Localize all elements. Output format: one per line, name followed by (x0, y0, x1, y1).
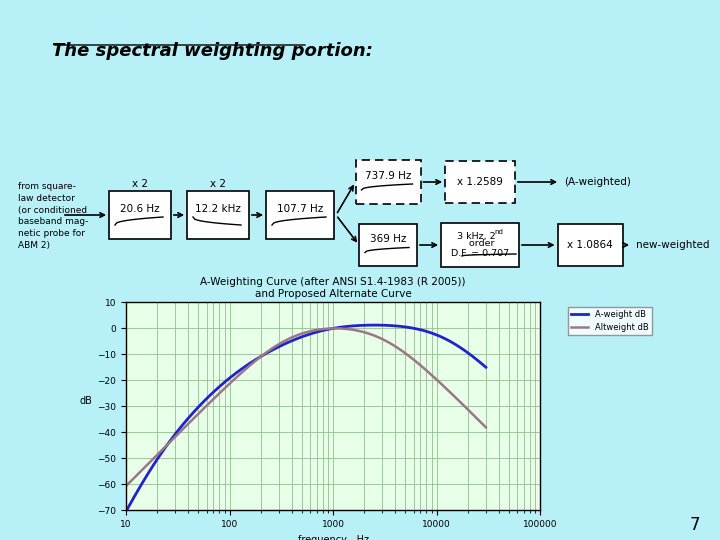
Altweight dB (330, 325, 339, 332)
Altweight dB (418, 363, 426, 369)
Line: A-weight dB: A-weight dB (126, 325, 486, 511)
Y-axis label: dB: dB (80, 396, 93, 406)
Text: x 2: x 2 (210, 179, 226, 189)
Altweight dB (474, 416, 482, 423)
Title: A-Weighting Curve (after ANSI S1.4-1983 (R 2005))
and Proposed Alternate Curve: A-Weighting Curve (after ANSI S1.4-1983 … (200, 277, 466, 299)
Text: 3 kHz, 2: 3 kHz, 2 (456, 233, 495, 241)
Altweight dB (122, 483, 130, 489)
A-weight dB (294, 335, 303, 341)
A-weight dB (292, 335, 301, 342)
FancyBboxPatch shape (266, 191, 334, 239)
FancyBboxPatch shape (445, 161, 515, 203)
FancyBboxPatch shape (441, 223, 519, 267)
Text: (A-weighted): (A-weighted) (564, 177, 631, 187)
Text: The spectral weighting portion:: The spectral weighting portion: (52, 42, 373, 60)
Text: 369 Hz: 369 Hz (370, 234, 406, 244)
Text: new-weighted: new-weighted (636, 240, 709, 250)
Text: 7: 7 (690, 516, 701, 534)
A-weight dB (418, 327, 426, 333)
Altweight dB (292, 332, 301, 339)
Text: 12.2 kHz: 12.2 kHz (195, 204, 241, 214)
X-axis label: frequency - Hz: frequency - Hz (297, 535, 369, 540)
A-weight dB (482, 364, 490, 370)
Altweight dB (294, 331, 303, 338)
A-weight dB (122, 508, 130, 515)
FancyBboxPatch shape (109, 191, 171, 239)
A-weight dB (336, 324, 344, 330)
Text: D.F. = 0.707: D.F. = 0.707 (451, 248, 509, 258)
Text: 107.7 Hz: 107.7 Hz (277, 204, 323, 214)
FancyBboxPatch shape (359, 224, 417, 266)
Text: x 2: x 2 (132, 179, 148, 189)
Text: 737.9 Hz: 737.9 Hz (365, 171, 411, 181)
Altweight dB (482, 424, 490, 430)
Line: Altweight dB: Altweight dB (126, 328, 486, 486)
A-weight dB (474, 357, 482, 364)
Altweight dB (336, 325, 345, 332)
FancyBboxPatch shape (557, 224, 623, 266)
A-weight dB (370, 322, 379, 328)
FancyBboxPatch shape (356, 160, 420, 204)
Text: nd: nd (494, 229, 503, 235)
Altweight dB (316, 326, 325, 333)
FancyBboxPatch shape (187, 191, 249, 239)
A-weight dB (316, 328, 325, 334)
Legend: A-weight dB, Altweight dB: A-weight dB, Altweight dB (568, 307, 652, 335)
Text: x 1.2589: x 1.2589 (457, 177, 503, 187)
Text: from square-
law detector
(or conditioned
baseband mag-
netic probe for
ABM 2): from square- law detector (or conditione… (18, 182, 89, 250)
Text: 20.6 Hz: 20.6 Hz (120, 204, 160, 214)
Text: x 1.0864: x 1.0864 (567, 240, 613, 250)
Text: order: order (466, 239, 494, 247)
